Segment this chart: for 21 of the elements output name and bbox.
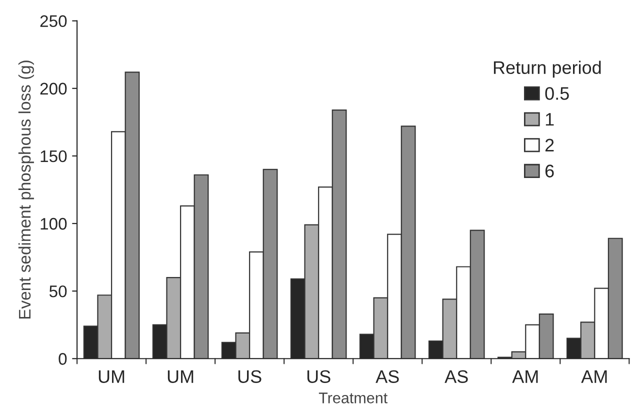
x-tick-label: US xyxy=(238,370,262,383)
y-tick-label: 250 xyxy=(40,15,67,28)
y-tick-label: 200 xyxy=(40,82,67,95)
x-tick-label: AS xyxy=(376,370,399,383)
x-tick-label: AM xyxy=(512,370,538,383)
x-tick-label: AM xyxy=(581,370,607,383)
y-tick-label: 0 xyxy=(58,353,67,365)
legend-title: Return period xyxy=(494,60,601,78)
y-tick-label: 100 xyxy=(40,218,67,230)
legend-label: 0.5 xyxy=(545,87,569,100)
legend-label: 1 xyxy=(546,113,554,126)
x-tick-label: UM xyxy=(168,370,194,383)
y-tick-label: 150 xyxy=(40,150,67,162)
x-axis-title: Treatment xyxy=(318,392,388,404)
y-tick-label: 50 xyxy=(49,285,67,298)
x-tick-label: AS xyxy=(444,370,468,383)
x-tick-label: UM xyxy=(98,370,124,383)
legend-label: 6 xyxy=(545,164,554,178)
legend-label: 2 xyxy=(545,138,554,152)
x-tick-label: US xyxy=(307,370,330,383)
y-axis-title: Event sediment phosphous loss (g) xyxy=(18,60,34,319)
